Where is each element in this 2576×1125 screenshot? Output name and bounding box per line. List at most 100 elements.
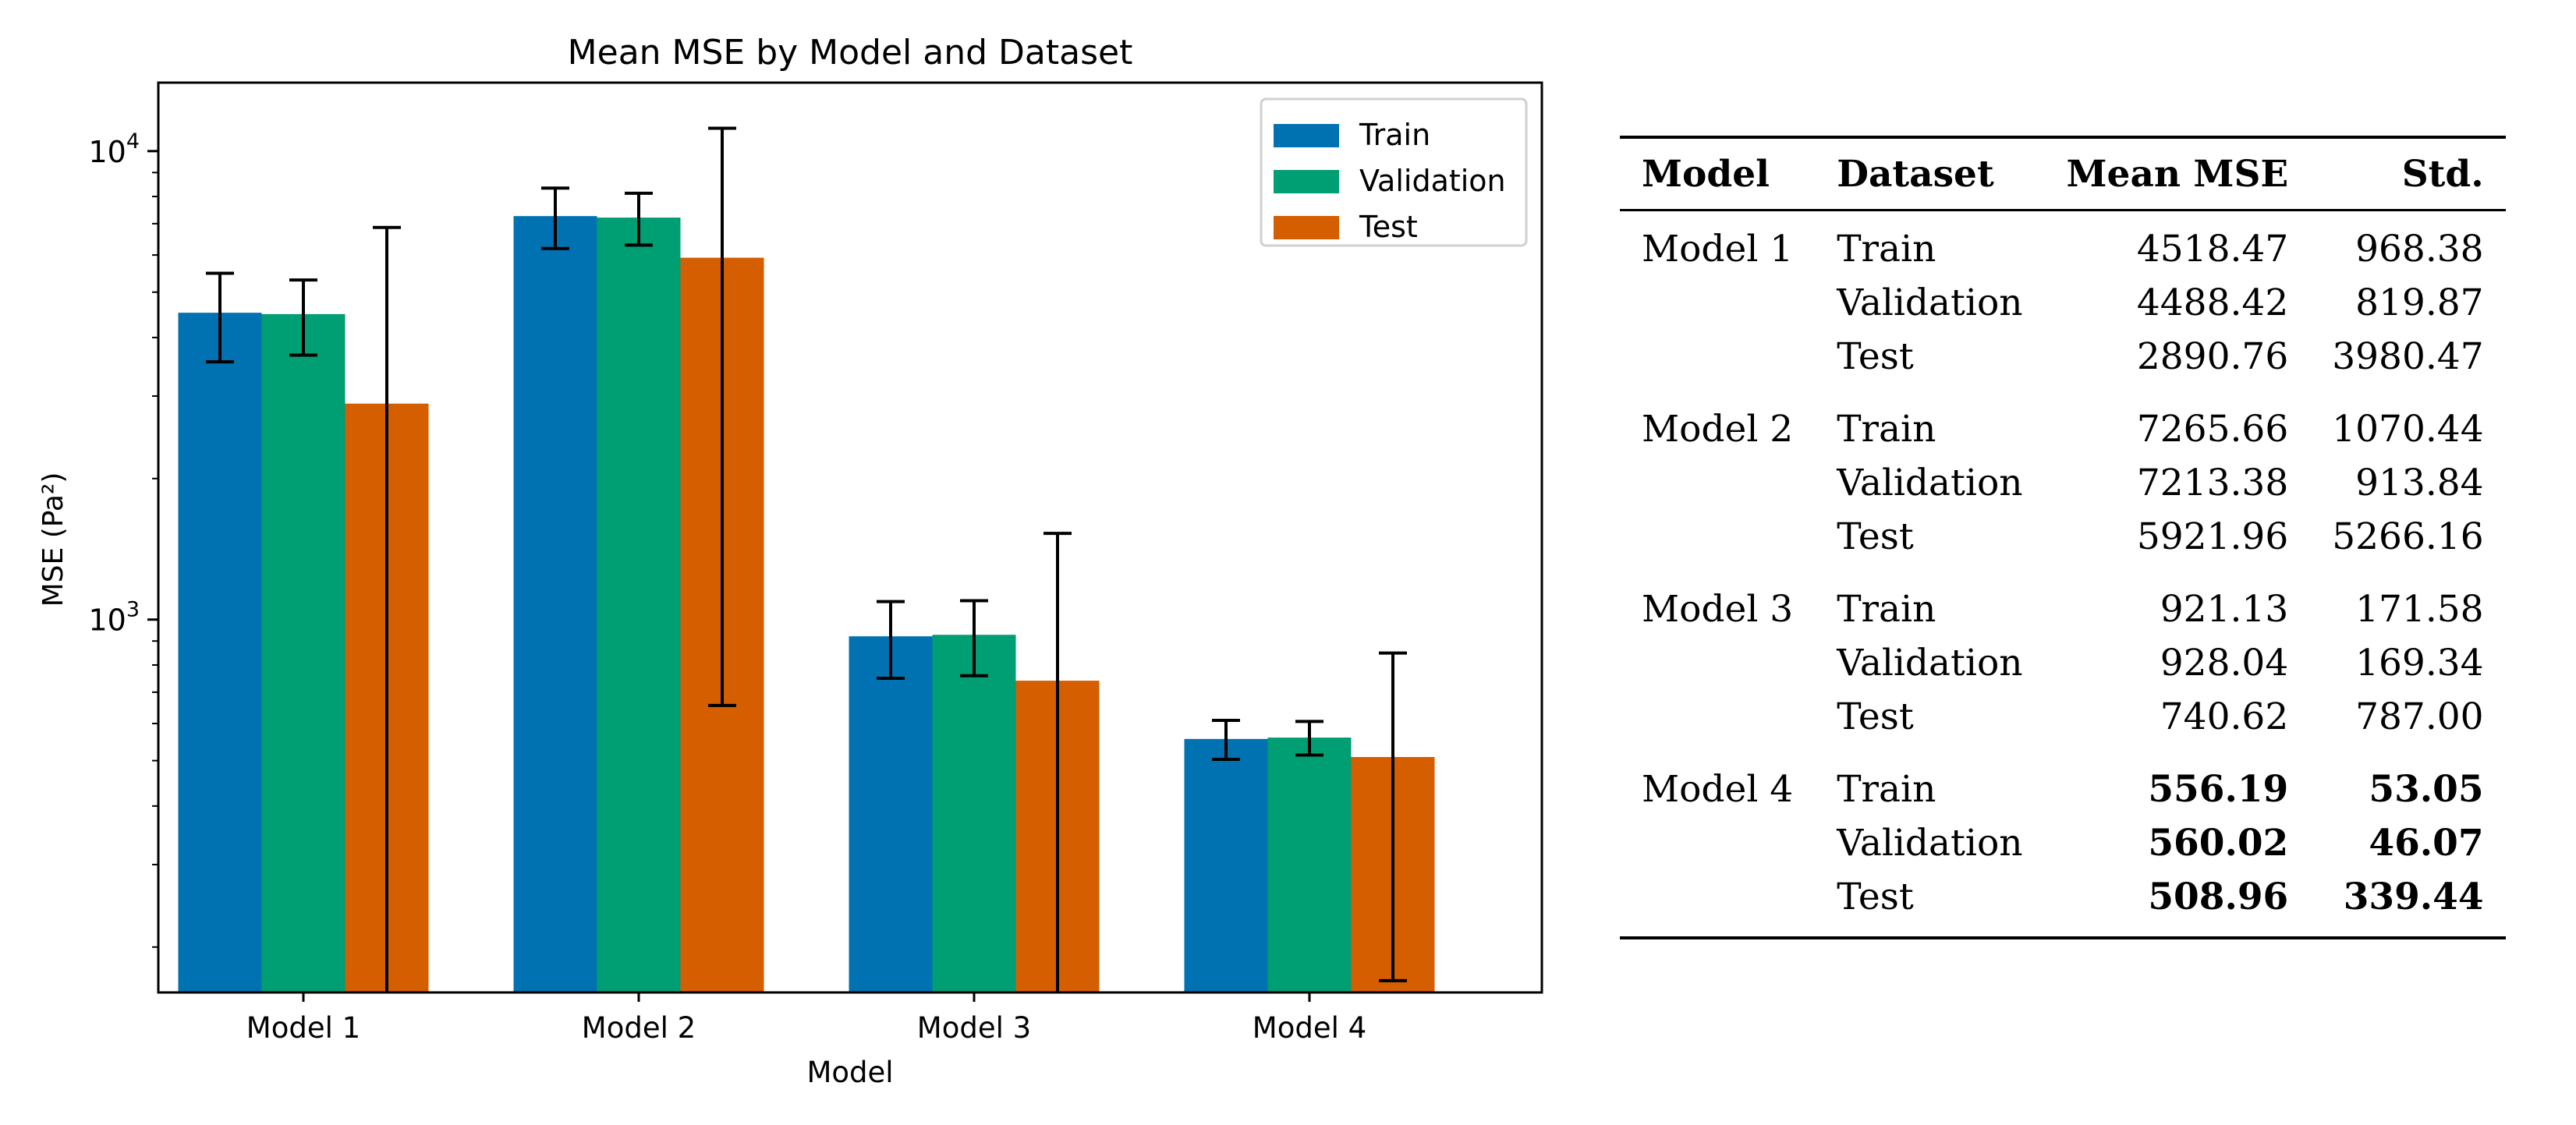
cell-dataset: Validation	[1837, 462, 2023, 504]
error-bar-test-2	[708, 126, 736, 707]
bar-train-4	[1184, 738, 1268, 992]
table-row: Test 740.62 787.00	[1620, 690, 2506, 752]
cell-std-best: 46.07	[2369, 822, 2484, 865]
cell-std: 819.87	[2355, 281, 2484, 324]
cell-mean-best: 508.96	[2148, 876, 2289, 918]
error-bar-validation-4	[1295, 720, 1323, 757]
cell-dataset: Validation	[1837, 822, 2023, 865]
cell-mean: 7265.66	[2136, 408, 2289, 451]
x-axis-label: Model	[806, 1056, 893, 1089]
table-row: Model 3 Train 921.13 171.58	[1620, 571, 2506, 636]
cell-mean: 5921.96	[2136, 515, 2289, 558]
cell-dataset: Test	[1837, 335, 1914, 378]
legend-swatch-validation	[1274, 170, 1339, 193]
cell-mean: 7213.38	[2136, 462, 2289, 504]
cell-model: Model 2	[1642, 408, 1794, 451]
cell-dataset: Train	[1837, 588, 1936, 631]
cell-std: 171.58	[2355, 588, 2484, 631]
table-row: Test 2890.76 3980.47	[1620, 330, 2506, 391]
legend-label-train: Train	[1359, 118, 1430, 152]
cell-mean-best: 560.02	[2148, 822, 2289, 865]
plot-area: Model 1 Model 2 Model 3 Model 4 103 104 Train V…	[88, 81, 1543, 1045]
header-dataset: Dataset	[1837, 153, 1994, 196]
bar-train-3	[849, 636, 933, 992]
table-row: Model 1 Train 4518.47 968.38	[1620, 210, 2506, 277]
table-group-model-3: Model 3 Train 921.13 171.58 Validation 9…	[1620, 571, 2506, 752]
table-row: Validation 4488.42 819.87	[1620, 276, 2506, 330]
header-model: Model	[1642, 153, 1770, 196]
cell-mean: 4488.42	[2136, 281, 2289, 324]
x-tick-label: Model 4	[1253, 1011, 1366, 1045]
bar-chart: Mean MSE by Model and Dataset MSE (Pa²) …	[37, 33, 1543, 1089]
error-bar-train-3	[877, 600, 905, 680]
error-bar-train-2	[541, 186, 569, 250]
error-bar-validation-1	[289, 278, 317, 357]
y-axis-label: MSE (Pa²)	[37, 472, 69, 607]
table-row: Model 4 Train 556.19 53.05	[1620, 752, 2506, 816]
error-bar-test-4	[1379, 651, 1407, 982]
cell-model-empty	[1620, 330, 1815, 391]
bar-train-1	[178, 313, 262, 992]
cell-std: 913.84	[2355, 462, 2484, 504]
x-tick-label: Model 1	[246, 1011, 360, 1045]
cell-model-empty	[1620, 276, 1815, 330]
cell-model: Model 4	[1642, 768, 1794, 811]
cell-dataset: Validation	[1837, 642, 2023, 685]
error-bar-test-3	[1044, 532, 1072, 992]
bar-validation-1	[261, 313, 345, 992]
table-header-row: Model Dataset Mean MSE Std.	[1620, 137, 2506, 210]
cell-model: Model 1	[1642, 228, 1794, 271]
cell-std-best: 339.44	[2343, 876, 2484, 918]
legend-swatch-train	[1274, 124, 1339, 147]
results-table: Model Dataset Mean MSE Std. Model 1 Trai…	[1620, 136, 2506, 939]
cell-std: 5266.16	[2332, 515, 2484, 558]
bar-validation-4	[1267, 738, 1352, 992]
bar-validation-2	[597, 218, 681, 992]
header-mean-mse: Mean MSE	[2066, 153, 2289, 196]
cell-std: 968.38	[2355, 228, 2484, 271]
cell-model: Model 3	[1642, 588, 1794, 631]
y-tick-label: 104	[88, 129, 140, 169]
cell-dataset: Validation	[1837, 281, 2023, 324]
cell-dataset: Test	[1837, 515, 1914, 558]
table-group-model-4: Model 4 Train 556.19 53.05 Validation 56…	[1620, 752, 2506, 938]
cell-std: 787.00	[2355, 695, 2484, 738]
cell-std: 1070.44	[2332, 408, 2484, 451]
bar-validation-3	[932, 635, 1016, 992]
table-group-model-2: Model 2 Train 7265.66 1070.44 Validation…	[1620, 391, 2506, 571]
cell-model-empty	[1620, 510, 1815, 571]
cell-mean: 2890.76	[2136, 335, 2289, 378]
cell-mean-best: 556.19	[2148, 768, 2289, 811]
cell-model-empty	[1620, 456, 1815, 510]
plot-frame	[157, 81, 1543, 994]
legend-swatch-test	[1274, 216, 1339, 239]
cell-mean: 921.13	[2160, 588, 2289, 631]
error-bar-train-4	[1212, 719, 1240, 761]
y-tick-label: 103	[88, 598, 140, 638]
table-row: Test 5921.96 5266.16	[1620, 510, 2506, 571]
cell-dataset: Train	[1837, 408, 1936, 451]
cell-std: 3980.47	[2332, 335, 2484, 378]
cell-dataset: Test	[1837, 695, 1914, 738]
cell-std: 169.34	[2355, 642, 2484, 685]
table-row: Test 508.96 339.44	[1620, 870, 2506, 938]
chart-title: Mean MSE by Model and Dataset	[568, 33, 1133, 73]
table-row: Validation 928.04 169.34	[1620, 636, 2506, 690]
x-tick-label: Model 2	[582, 1011, 696, 1045]
cell-dataset: Test	[1837, 876, 1914, 918]
cell-mean: 928.04	[2160, 642, 2289, 685]
table-row: Validation 560.02 46.07	[1620, 816, 2506, 870]
legend-label-validation: Validation	[1359, 164, 1506, 198]
x-tick-label: Model 3	[917, 1011, 1031, 1045]
bar-train-2	[513, 216, 597, 992]
cell-dataset: Train	[1837, 768, 1936, 811]
cell-dataset: Train	[1837, 228, 1936, 271]
cell-model-empty	[1620, 636, 1815, 690]
cell-model-empty	[1620, 870, 1815, 938]
table-row: Model 2 Train 7265.66 1070.44	[1620, 391, 2506, 456]
table-group-model-1: Model 1 Train 4518.47 968.38 Validation …	[1620, 210, 2506, 392]
bars-group	[178, 126, 1435, 992]
header-std: Std.	[2401, 153, 2484, 196]
error-bar-test-1	[373, 225, 401, 992]
error-bar-validation-2	[625, 191, 653, 247]
